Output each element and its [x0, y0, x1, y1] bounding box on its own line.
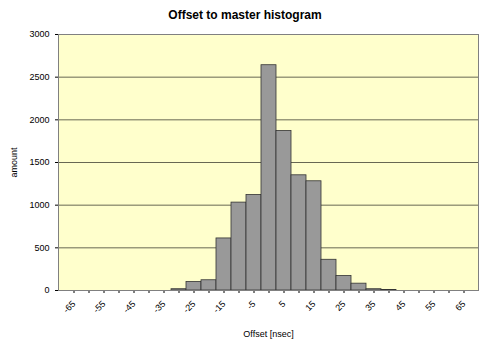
- svg-text:-15: -15: [211, 299, 227, 315]
- svg-text:1000: 1000: [29, 200, 49, 210]
- svg-text:2000: 2000: [29, 115, 49, 125]
- svg-text:1500: 1500: [29, 157, 49, 167]
- svg-text:35: 35: [363, 299, 377, 313]
- svg-text:2500: 2500: [29, 72, 49, 82]
- svg-text:15: 15: [303, 299, 317, 313]
- svg-text:5: 5: [277, 299, 288, 310]
- svg-text:-35: -35: [151, 299, 167, 315]
- svg-text:-45: -45: [121, 299, 137, 315]
- svg-text:-25: -25: [181, 299, 197, 315]
- svg-text:45: 45: [393, 299, 407, 313]
- svg-text:-5: -5: [245, 299, 258, 312]
- svg-text:-55: -55: [91, 299, 107, 315]
- svg-text:0: 0: [44, 285, 49, 295]
- svg-text:-65: -65: [61, 299, 77, 315]
- svg-text:3000: 3000: [29, 29, 49, 39]
- html-text:Offset to master histogram: Offset to master histogram: [168, 8, 322, 22]
- svg-text:55: 55: [423, 299, 437, 313]
- svg-text:65: 65: [453, 299, 467, 313]
- svg-text:500: 500: [34, 243, 49, 253]
- svg-text:Offset [nsec]: Offset [nsec]: [243, 329, 293, 339]
- svg-text:amount: amount: [9, 147, 19, 178]
- svg-text:25: 25: [333, 299, 347, 313]
